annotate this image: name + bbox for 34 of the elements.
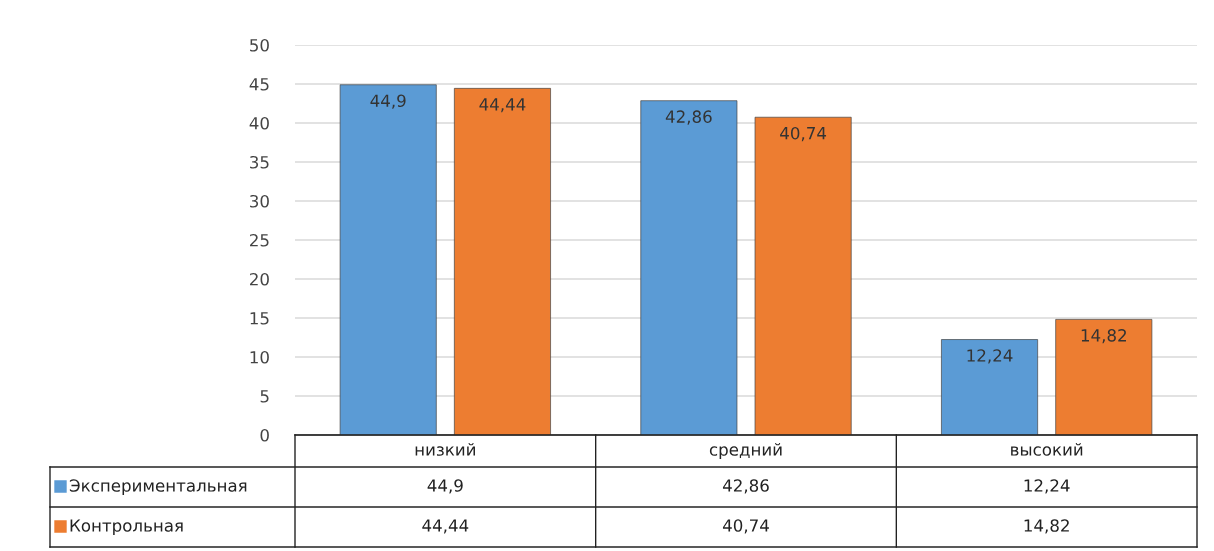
data-label: 12,24 — [1024, 479, 1070, 494]
data-label: 14,82 — [1024, 519, 1069, 534]
data-label: 42,86 — [722, 479, 769, 494]
bar — [454, 88, 551, 435]
data-label: 40,74 — [722, 519, 769, 534]
text: 42,86 — [665, 110, 712, 125]
y-tick-label: 20 — [250, 272, 269, 286]
bar — [754, 116, 852, 435]
text: 14,82 — [1081, 329, 1126, 344]
data-label: 44,44 — [422, 519, 469, 534]
x-tick-label: средний — [709, 443, 782, 460]
legend-label: Контрольная — [70, 519, 183, 536]
y-tick-label: 35 — [250, 155, 269, 169]
text: 44,9 — [370, 94, 406, 109]
text: 12,24 — [967, 349, 1013, 364]
y-tick-label: 25 — [250, 233, 269, 247]
text: 40,74 — [780, 126, 827, 142]
text: 44,44 — [479, 98, 526, 113]
legend-label: Экспериментальная — [69, 479, 247, 496]
x-tick-label: низкий — [415, 443, 475, 456]
data-label: 44,9 — [427, 479, 463, 494]
y-tick-label: 30 — [250, 194, 269, 208]
y-tick-label: 10 — [250, 350, 269, 364]
bar — [339, 84, 437, 435]
y-tick-label: 50 — [250, 38, 269, 52]
y-tick-label: 5 — [260, 390, 269, 403]
bar — [640, 100, 738, 435]
y-tick-label: 45 — [249, 78, 269, 91]
bar — [941, 339, 1038, 435]
bar — [1055, 319, 1153, 435]
x-tick-label: высокий — [1011, 443, 1083, 456]
y-tick-label: 40 — [249, 116, 269, 130]
y-tick-label: 0 — [260, 428, 269, 442]
y-tick-label: 15 — [250, 312, 269, 325]
